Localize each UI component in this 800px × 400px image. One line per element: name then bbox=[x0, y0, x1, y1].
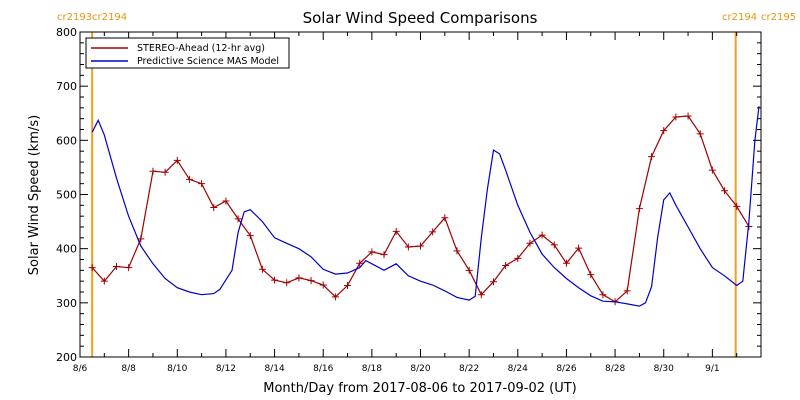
data-point bbox=[392, 227, 400, 235]
y-tick-label: 300 bbox=[56, 297, 77, 310]
data-point bbox=[599, 291, 607, 299]
data-point bbox=[721, 187, 729, 195]
plot-frame bbox=[79, 31, 762, 358]
carrington-label-right-2: cr2195 bbox=[761, 12, 796, 23]
series-line-1 bbox=[91, 106, 760, 307]
data-point bbox=[648, 153, 656, 161]
data-point bbox=[100, 277, 108, 285]
x-tick-label: 8/30 bbox=[654, 364, 674, 374]
data-point bbox=[526, 239, 534, 247]
data-point bbox=[429, 228, 437, 236]
data-point bbox=[684, 112, 692, 120]
data-point bbox=[623, 287, 631, 295]
data-point bbox=[88, 264, 96, 272]
data-point bbox=[161, 168, 169, 176]
data-point bbox=[404, 243, 412, 251]
y-axis-label: Solar Wind Speed (km/s) bbox=[27, 115, 42, 275]
data-point bbox=[173, 156, 181, 164]
data-point bbox=[502, 261, 510, 269]
x-tick-label: 8/12 bbox=[216, 364, 236, 374]
x-tick-label: 8/6 bbox=[73, 364, 88, 374]
data-point bbox=[210, 204, 218, 211]
data-point bbox=[271, 276, 279, 284]
data-point bbox=[672, 113, 680, 121]
chart-title: Solar Wind Speed Comparisons bbox=[303, 9, 538, 27]
series-layer bbox=[88, 106, 760, 307]
data-point bbox=[295, 274, 303, 282]
data-point bbox=[283, 279, 291, 287]
data-point bbox=[112, 263, 120, 271]
y-tick-label: 500 bbox=[56, 189, 77, 202]
x-tick-label: 8/14 bbox=[264, 364, 284, 374]
data-point bbox=[149, 167, 157, 175]
x-tick-label: 8/8 bbox=[121, 364, 136, 374]
data-point bbox=[185, 175, 193, 183]
data-point bbox=[477, 291, 485, 299]
data-point bbox=[125, 264, 133, 272]
data-point bbox=[344, 282, 352, 289]
data-point bbox=[222, 197, 230, 205]
x-tick-label: 8/28 bbox=[605, 364, 625, 374]
data-point bbox=[198, 180, 206, 188]
legend: STEREO-Ahead (12-hr avg) Predictive Scie… bbox=[85, 37, 290, 69]
data-point bbox=[331, 293, 339, 301]
legend-label-mas: Predictive Science MAS Model bbox=[137, 56, 279, 67]
x-tick-label: 8/10 bbox=[167, 364, 187, 374]
data-point bbox=[587, 271, 595, 279]
data-point bbox=[307, 277, 315, 285]
x-tick-label: 8/18 bbox=[362, 364, 382, 374]
data-point bbox=[550, 241, 558, 249]
series-line-0 bbox=[91, 115, 750, 303]
data-point bbox=[453, 247, 461, 255]
x-tick-label: 8/22 bbox=[459, 364, 479, 374]
data-point bbox=[441, 214, 449, 222]
data-point bbox=[696, 130, 704, 138]
data-point bbox=[562, 259, 570, 267]
data-point bbox=[514, 254, 522, 262]
carrington-label-right-1: cr2194 bbox=[722, 12, 757, 23]
data-point bbox=[635, 205, 643, 213]
data-point bbox=[465, 266, 473, 274]
legend-label-stereo: STEREO-Ahead (12-hr avg) bbox=[137, 43, 265, 54]
x-tick-label: 8/20 bbox=[410, 364, 430, 374]
x-tick-label: 8/24 bbox=[508, 364, 528, 374]
data-point bbox=[708, 166, 716, 174]
carrington-label-left-1: cr2193 bbox=[57, 12, 92, 23]
x-tick-label: 8/16 bbox=[313, 364, 333, 374]
data-point bbox=[380, 251, 388, 259]
axes-layer: 200 300 400 500 600 700 800 8/6 8/8 8/10 8/12 8/14 8… bbox=[56, 26, 761, 374]
y-tick-label: 400 bbox=[56, 243, 77, 256]
data-point bbox=[356, 259, 364, 267]
data-point bbox=[417, 242, 425, 250]
data-point bbox=[234, 215, 242, 223]
data-point bbox=[258, 265, 266, 273]
y-tick-label: 700 bbox=[56, 80, 77, 93]
data-point bbox=[368, 248, 376, 256]
data-point bbox=[575, 244, 583, 252]
data-point bbox=[733, 202, 741, 210]
legend-box bbox=[85, 37, 290, 69]
y-tick-label: 800 bbox=[56, 26, 77, 39]
carrington-label-left-2: cr2194 bbox=[92, 12, 127, 23]
data-point bbox=[660, 127, 668, 135]
x-tick-label: 8/26 bbox=[556, 364, 576, 374]
data-point bbox=[538, 231, 546, 239]
y-tick-label: 200 bbox=[56, 351, 77, 364]
data-point bbox=[489, 278, 497, 286]
carrington-marker-layer bbox=[91, 32, 737, 357]
data-point bbox=[319, 281, 327, 289]
x-tick-label: 9/1 bbox=[705, 364, 719, 374]
data-point bbox=[246, 232, 254, 240]
x-axis-label: Month/Day from 2017-08-06 to 2017-09-02 … bbox=[263, 381, 576, 396]
y-tick-label: 600 bbox=[56, 134, 77, 147]
